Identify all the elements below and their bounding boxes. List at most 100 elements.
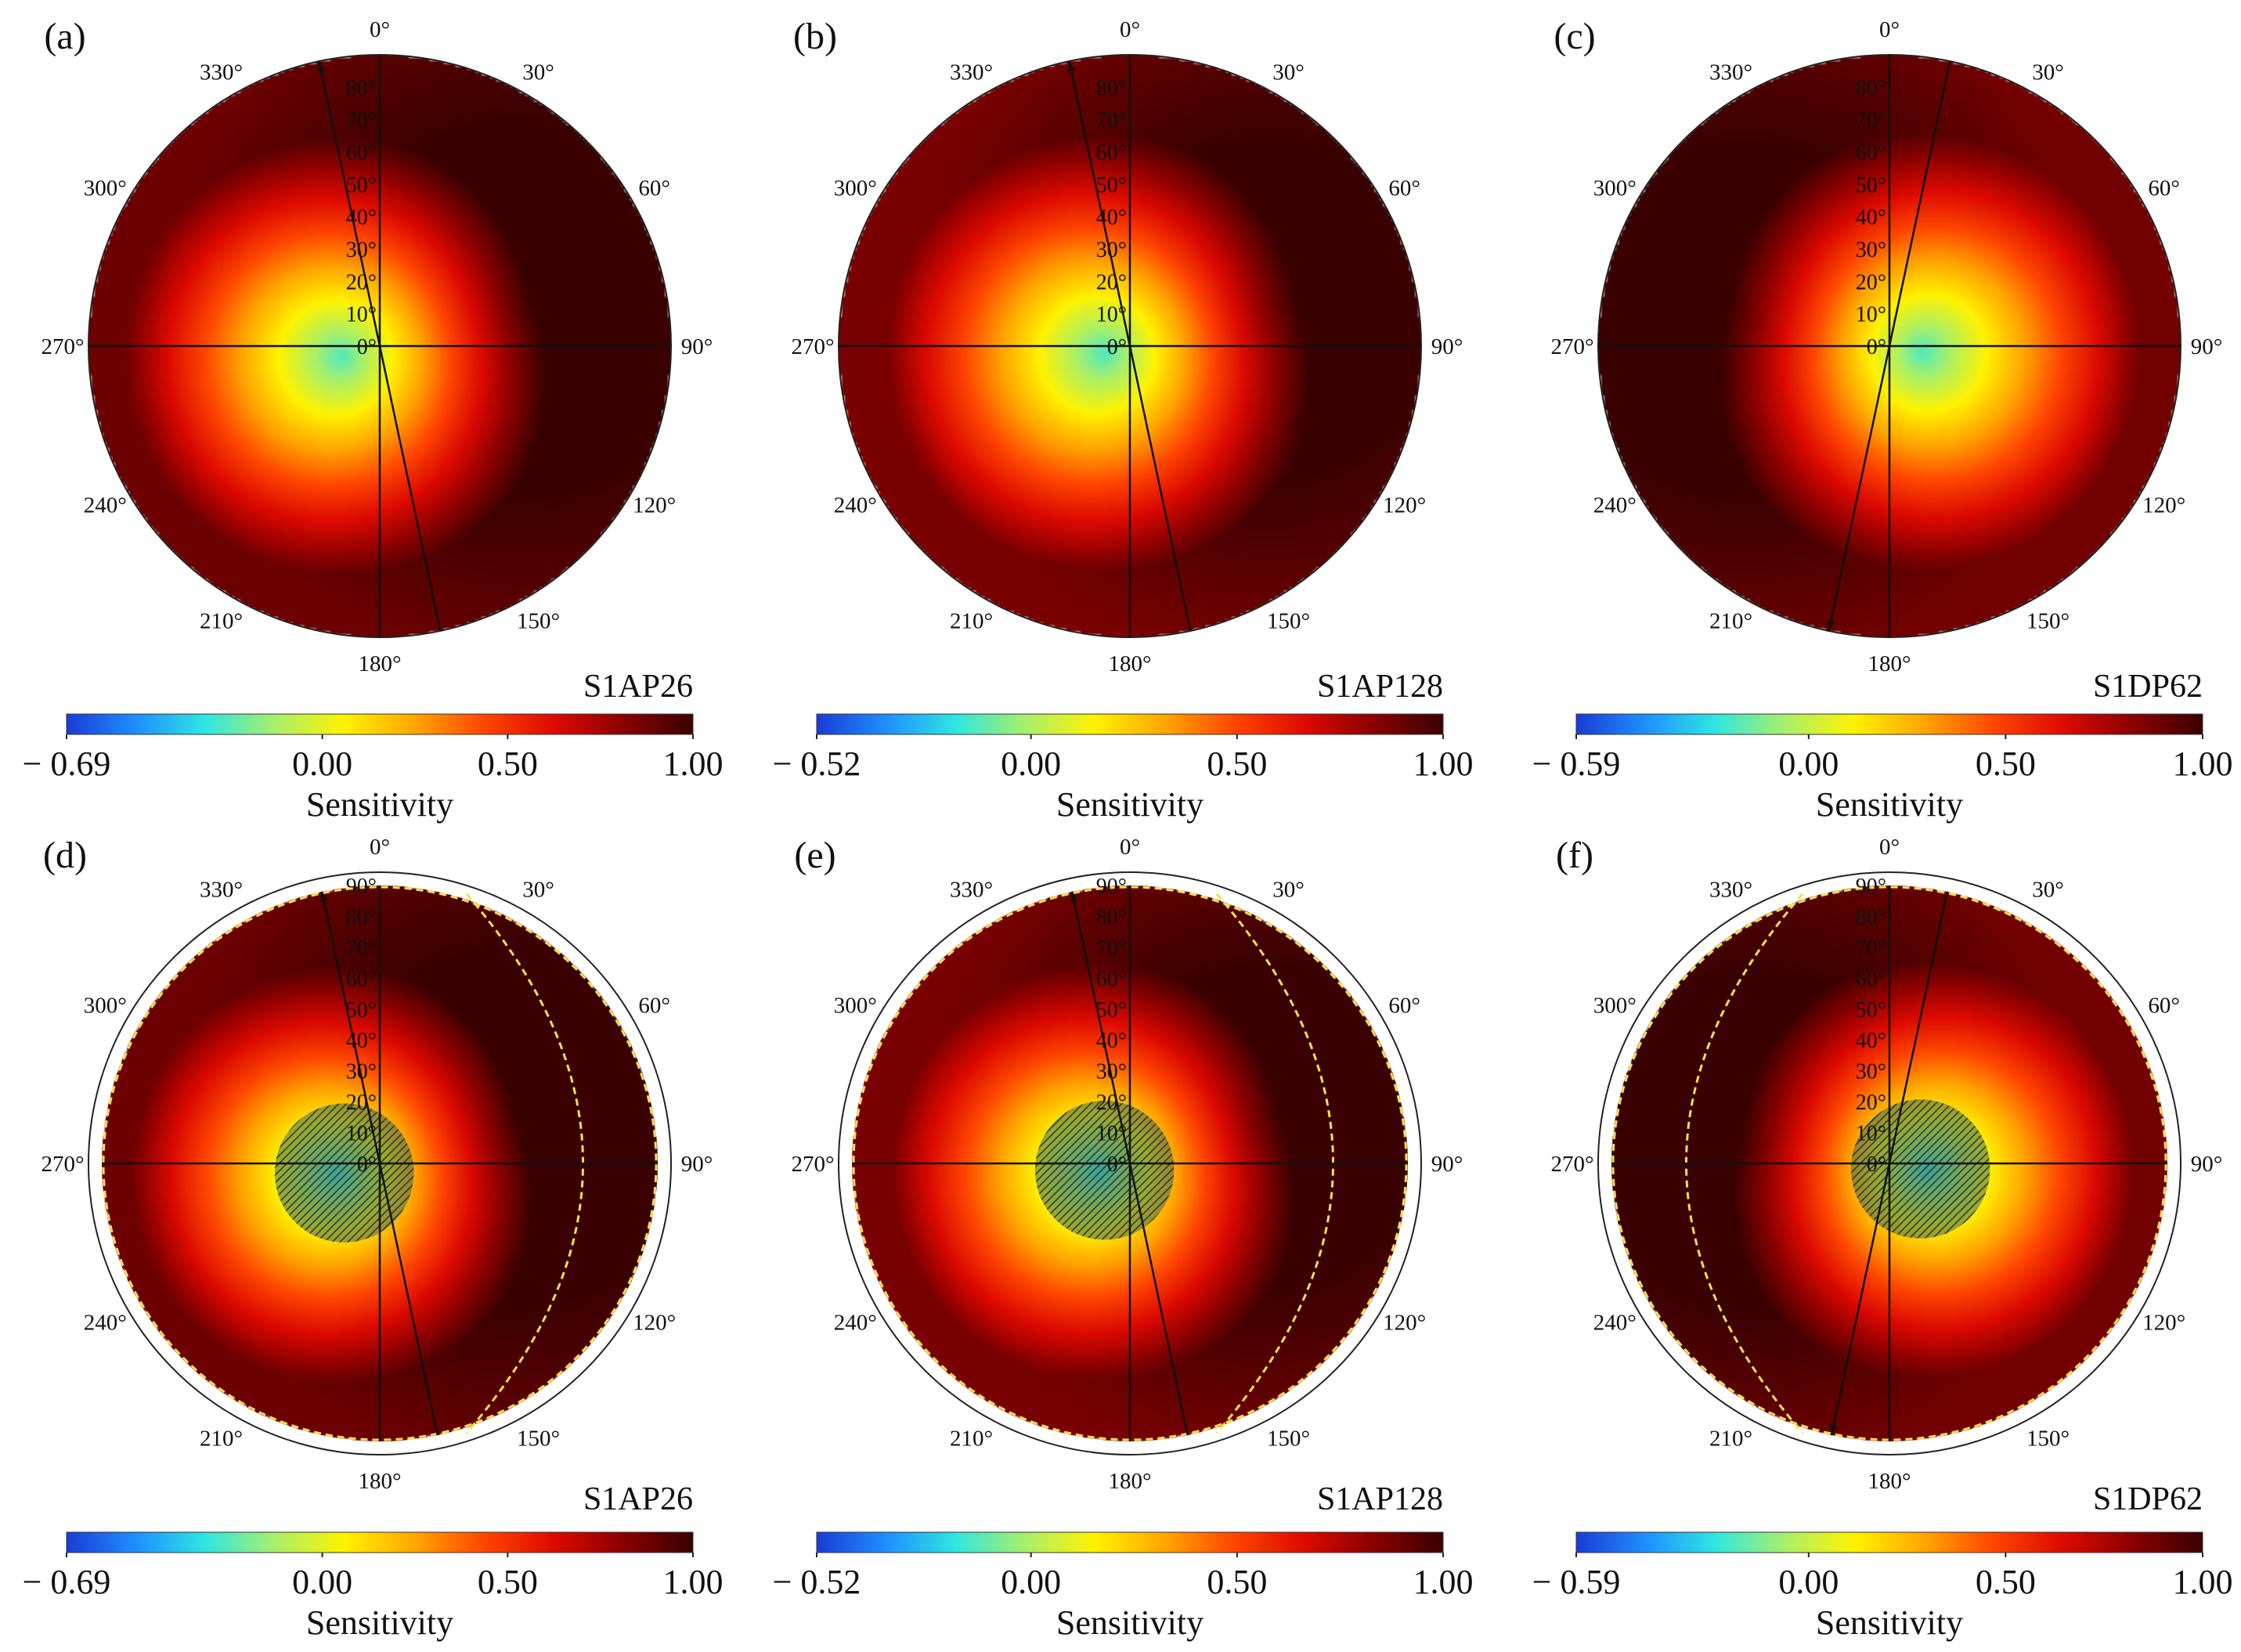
- radial-tick-label: 30°: [346, 1060, 377, 1084]
- radial-tick-label: 90°: [1096, 875, 1127, 899]
- radial-tick-label: 70°: [346, 109, 377, 133]
- colorbar: [66, 1531, 694, 1553]
- angular-tick-label: 60°: [2148, 176, 2180, 201]
- radial-tick-label: 70°: [1856, 936, 1886, 961]
- radial-tick-label: 70°: [1096, 109, 1127, 133]
- angular-tick-label: 60°: [1388, 994, 1420, 1019]
- colorbar-label: Sensitivity: [306, 1603, 453, 1642]
- outer-ring: [88, 871, 672, 1455]
- colorbar: [1575, 1531, 2203, 1553]
- radial-tick-label: 20°: [1856, 270, 1886, 294]
- radial-tick-label: 60°: [1096, 967, 1127, 991]
- radial-tick-label: 10°: [1856, 1122, 1886, 1146]
- angular-tick-label: 60°: [2148, 994, 2180, 1019]
- colorbar-tick-label: 0.00: [1778, 1563, 1839, 1601]
- angular-tick-label: 30°: [522, 60, 554, 85]
- radial-tick-label: 50°: [1856, 998, 1886, 1023]
- radial-tick-label: 20°: [346, 1091, 377, 1115]
- colorbar-tick-label: − 0.52: [773, 745, 861, 783]
- radial-tick-label: 80°: [1856, 76, 1886, 100]
- panel-label: (e): [794, 835, 835, 876]
- colorbar-tick-label: 0.00: [1778, 745, 1839, 783]
- angular-tick-label: 210°: [950, 609, 993, 634]
- series-name: S1AP26: [583, 669, 693, 705]
- colorbar-tick-label: 0.50: [478, 1563, 538, 1601]
- radial-tick-label: 0°: [1107, 1152, 1127, 1177]
- radial-tick-label: 80°: [1096, 76, 1127, 100]
- radial-tick-label: 20°: [1096, 270, 1127, 294]
- angular-tick-label: 0°: [1120, 835, 1140, 860]
- colorbar-tick-label: 0.00: [292, 1563, 352, 1601]
- angular-tick-label: 180°: [1868, 651, 1911, 676]
- radial-tick-label: 20°: [1096, 1091, 1127, 1115]
- colorbar-tick-label: − 0.59: [1532, 745, 1621, 783]
- angular-tick-label: 330°: [1709, 60, 1752, 85]
- angular-tick-label: 180°: [1868, 1469, 1911, 1494]
- angular-tick-label: 300°: [1593, 994, 1637, 1019]
- radial-tick-label: 40°: [346, 206, 377, 230]
- angular-tick-label: 120°: [1383, 493, 1426, 518]
- flight-direction-arrow: [1827, 620, 1835, 631]
- radial-tick-label: 10°: [1856, 303, 1886, 327]
- angular-tick-label: 180°: [358, 651, 401, 676]
- angular-tick-label: 90°: [2191, 1152, 2223, 1177]
- angular-tick-label: 270°: [791, 334, 834, 359]
- angular-tick-label: 90°: [681, 1152, 713, 1177]
- radial-tick-label: 10°: [1096, 1122, 1127, 1146]
- colorbar-tick-label: 1.00: [663, 1563, 724, 1601]
- angular-tick-label: 180°: [1108, 1469, 1151, 1494]
- angular-tick-label: 180°: [358, 1469, 401, 1494]
- colorbar-tick-label: 0.00: [292, 745, 352, 783]
- flight-direction-arrow: [320, 891, 328, 903]
- radial-tick-label: 0°: [357, 1152, 377, 1177]
- angular-tick-label: 240°: [1593, 493, 1637, 518]
- angular-tick-label: 270°: [1550, 334, 1593, 359]
- flight-track-line: [1830, 891, 1949, 1436]
- colorbar-tick-label: 0.00: [1001, 1563, 1061, 1601]
- flight-direction-arrow: [1830, 1424, 1838, 1436]
- polar-panel: 0° 30° 60° 90° 120° 150° 180° 210° 240° 270° 300° 3…: [1532, 835, 2233, 1642]
- colorbar-tick-label: − 0.69: [23, 1563, 111, 1601]
- series-name: S1AP128: [1317, 669, 1443, 705]
- radial-tick-label: 60°: [1096, 141, 1127, 165]
- angular-tick-label: 120°: [633, 493, 676, 518]
- angular-tick-label: 300°: [834, 994, 877, 1019]
- colorbar-tick-label: − 0.59: [1532, 1563, 1621, 1601]
- radial-tick-label: 90°: [1856, 875, 1886, 899]
- radial-tick-label: 60°: [346, 967, 377, 991]
- angular-tick-label: 240°: [84, 493, 127, 518]
- polar-panel: 0° 30° 60° 90° 120° 150° 180° 210° 240° 270° 300° 3…: [23, 835, 724, 1642]
- angular-tick-label: 90°: [2191, 334, 2223, 359]
- flight-track-line: [320, 891, 439, 1436]
- colorbar-tick-label: 0.50: [1976, 1563, 2036, 1601]
- angular-tick-label: 240°: [1593, 1311, 1637, 1336]
- radial-tick-label: 60°: [1856, 141, 1886, 165]
- radial-tick-label: 50°: [1096, 173, 1127, 197]
- colorbar-tick-label: 0.50: [1207, 745, 1267, 783]
- radial-tick-label: 30°: [1856, 238, 1886, 262]
- polar-panel: 0° 30° 60° 90° 120° 150° 180° 210° 240° 270° 300° 3…: [773, 835, 1474, 1642]
- angular-tick-label: 90°: [1431, 334, 1463, 359]
- radial-tick-label: 10°: [346, 1122, 377, 1146]
- colorbar-label: Sensitivity: [1816, 785, 1963, 824]
- radial-tick-label: 30°: [1096, 1060, 1127, 1084]
- radial-tick-label: 40°: [346, 1029, 377, 1053]
- angular-tick-label: 210°: [1709, 1427, 1752, 1452]
- angular-tick-label: 330°: [950, 60, 993, 85]
- radial-tick-label: 10°: [346, 303, 377, 327]
- panel-label: (d): [43, 835, 87, 876]
- radial-tick-label: 40°: [1096, 1029, 1127, 1053]
- angular-tick-label: 120°: [2142, 493, 2185, 518]
- angular-tick-label: 210°: [950, 1427, 993, 1452]
- angular-tick-label: 30°: [1272, 60, 1305, 85]
- angular-tick-label: 300°: [834, 176, 877, 201]
- colorbar: [816, 713, 1444, 735]
- colorbar-tick-label: 1.00: [1413, 745, 1474, 783]
- angular-tick-label: 0°: [1879, 835, 1900, 860]
- angular-tick-label: 330°: [950, 877, 993, 902]
- angular-tick-label: 150°: [2026, 609, 2070, 634]
- series-name: S1AP128: [1317, 1481, 1443, 1517]
- colorbar-tick-label: 0.50: [478, 745, 538, 783]
- radial-tick-label: 50°: [346, 998, 377, 1023]
